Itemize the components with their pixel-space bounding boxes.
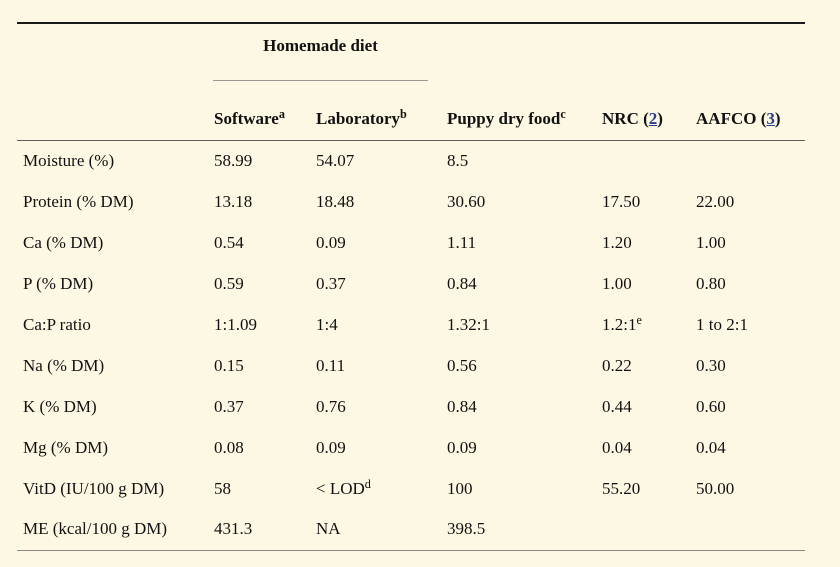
table-row: Moisture (%) 58.99 54.07 8.5: [17, 140, 805, 181]
cell-value: 0.37: [214, 396, 244, 416]
column-header: NRC (2): [596, 81, 691, 141]
cell-value: 0.15: [214, 355, 244, 375]
cell-value: 1.2:1e: [602, 313, 642, 334]
table-row: Protein (% DM) 13.18 18.48 30.60 17.50 22.00: [17, 181, 805, 222]
row-label: Ca (% DM): [23, 232, 104, 252]
cell-value: 17.50: [602, 191, 641, 211]
footnote-marker: e: [636, 313, 642, 327]
row-label: Na (% DM): [23, 355, 105, 375]
empty-header-cell: [690, 23, 805, 81]
column-header: Puppy dry foodc: [441, 81, 597, 141]
cell-value: 8.5: [447, 150, 469, 170]
cell-value: 1.32:1: [447, 314, 490, 334]
row-label: ME (kcal/100 g DM): [23, 519, 168, 539]
empty-header-cell: [596, 23, 690, 81]
cell-value: 1.11: [447, 232, 477, 252]
row-label: Mg (% DM): [23, 437, 108, 457]
cell-value: 13.18: [214, 191, 253, 211]
cell-value: 398.5: [447, 519, 486, 539]
cell-value: 0.37: [316, 273, 346, 293]
cell-value: 22.00: [696, 191, 735, 211]
cell-value: 0.11: [316, 355, 346, 375]
cell-value: 0.30: [696, 355, 726, 375]
homemade-diet-spanner-label: Homemade diet: [213, 24, 429, 81]
reference-link[interactable]: 3: [766, 108, 775, 128]
cell-value: 30.60: [447, 191, 486, 211]
cell-value: 0.54: [214, 232, 244, 252]
table-row: Ca (% DM) 0.54 0.09 1.11 1.20 1.00: [17, 222, 805, 263]
cell-value: < LODd: [316, 477, 371, 498]
cell-value: 0.60: [696, 396, 726, 416]
cell-value: 0.59: [214, 273, 244, 293]
empty-corner-cell: [17, 23, 208, 81]
cell-value: 58: [214, 478, 231, 498]
cell-value: 0.09: [316, 232, 346, 252]
row-label: Moisture (%): [23, 150, 115, 170]
cell-value: [690, 140, 805, 181]
cell-value: [596, 140, 690, 181]
cell-value: NA: [316, 519, 341, 539]
row-label: Protein (% DM): [23, 191, 134, 211]
cell-value: 0.56: [447, 355, 477, 375]
cell-value: 1.00: [602, 273, 632, 293]
cell-value: 1.00: [696, 232, 726, 252]
footnote-marker: d: [364, 477, 371, 491]
column-header: AAFCO (3): [690, 81, 806, 141]
cell-value: 0.44: [602, 396, 632, 416]
cell-value: 0.04: [696, 437, 726, 457]
cell-value: 1:1.09: [214, 314, 257, 334]
cell-value: 0.84: [447, 396, 477, 416]
cell-value: 0.09: [447, 437, 477, 457]
table-row: ME (kcal/100 g DM) 431.3 NA 398.5: [17, 509, 805, 550]
nutrient-table-container: Homemade diet Softwarea Laboratoryb Puppy …: [17, 22, 806, 551]
footnote-marker: a: [278, 107, 285, 121]
row-label: P (% DM): [23, 273, 94, 293]
footnote-marker: c: [560, 107, 566, 121]
cell-value: 0.76: [316, 396, 346, 416]
row-label: VitD (IU/100 g DM): [23, 478, 165, 498]
cell-value: 54.07: [316, 150, 355, 170]
empty-header-cell: [441, 23, 596, 81]
cell-value: 58.99: [214, 150, 253, 170]
cell-value: 1:4: [316, 314, 338, 334]
cell-value: 0.09: [316, 437, 346, 457]
table-row: P (% DM) 0.59 0.37 0.84 1.00 0.80: [17, 263, 805, 304]
column-header: Softwarea: [208, 81, 310, 141]
cell-value: 50.00: [696, 478, 735, 498]
cell-value: 100: [447, 478, 473, 498]
spanner-header-cell: Homemade diet: [208, 23, 441, 81]
cell-value: 0.04: [602, 437, 632, 457]
cell-value: 0.22: [602, 355, 632, 375]
cell-value: 431.3: [214, 519, 253, 539]
cell-value: 18.48: [316, 191, 355, 211]
table-row: VitD (IU/100 g DM) 58 < LODd 100 55.20 50.00: [17, 468, 805, 509]
cell-value: 0.08: [214, 437, 244, 457]
cell-value: [690, 509, 805, 550]
footnote-marker: b: [400, 107, 407, 121]
spanner-header-row: Homemade diet: [17, 23, 805, 81]
column-header-row: Softwarea Laboratoryb Puppy dry foodc NRC (…: [17, 81, 806, 141]
reference-link[interactable]: 2: [648, 108, 658, 128]
empty-header-cell: [17, 81, 208, 141]
cell-value: 1 to 2:1: [696, 314, 748, 334]
cell-value: 0.80: [696, 273, 726, 293]
cell-value: 55.20: [602, 478, 641, 498]
nutrient-comparison-table: Homemade diet Softwarea Laboratoryb Puppy …: [17, 22, 806, 551]
row-label: K (% DM): [23, 396, 97, 416]
cell-value: [596, 509, 690, 550]
column-header: Laboratoryb: [310, 81, 442, 141]
table-row: Na (% DM) 0.15 0.11 0.56 0.22 0.30: [17, 345, 805, 386]
cell-value: 1.20: [602, 232, 632, 252]
table-body: Moisture (%) 58.99 54.07 8.5 Protein (% DM) 1…: [17, 140, 805, 550]
table-row: K (% DM) 0.37 0.76 0.84 0.44 0.60: [17, 386, 805, 427]
row-label: Ca:P ratio: [23, 314, 91, 334]
table-row: Mg (% DM) 0.08 0.09 0.09 0.04 0.04: [17, 427, 805, 468]
cell-value: 0.84: [447, 273, 477, 293]
table-row: Ca:P ratio 1:1.09 1:4 1.32:1 1.2:1e 1 to 2:1: [17, 304, 805, 345]
